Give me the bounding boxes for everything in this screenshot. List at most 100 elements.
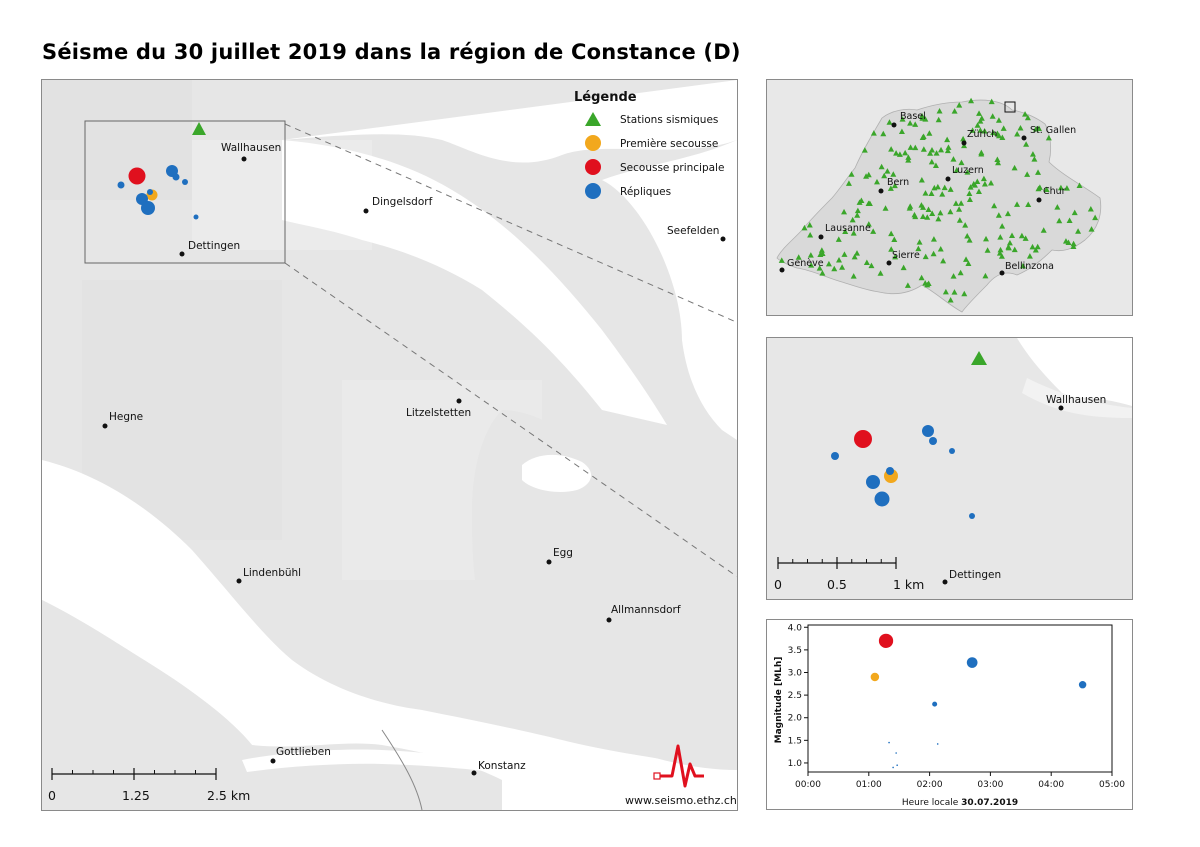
aftershock-marker[interactable] bbox=[949, 448, 955, 454]
aftershock-marker[interactable] bbox=[172, 173, 180, 181]
station-marker bbox=[1087, 206, 1094, 212]
place-wallhausen: Wallhausen bbox=[221, 142, 281, 162]
x-tick-label: 05:00 bbox=[1099, 780, 1125, 790]
aftershock-marker[interactable] bbox=[182, 179, 188, 185]
city-label: Bellinzona bbox=[1005, 261, 1054, 272]
station-marker bbox=[1040, 227, 1047, 233]
x-tick-label: 02:00 bbox=[917, 780, 943, 790]
station-marker bbox=[868, 262, 875, 269]
seismic-station-marker[interactable] bbox=[971, 351, 987, 365]
x-tick-label: 03:00 bbox=[977, 780, 1003, 790]
legend-title: Légende bbox=[574, 90, 637, 105]
aftershock-marker[interactable] bbox=[193, 214, 199, 220]
city-label: Lausanne bbox=[825, 223, 871, 234]
station-marker bbox=[1025, 201, 1032, 208]
station-marker bbox=[938, 146, 945, 153]
place-label: Litzelstetten bbox=[406, 407, 471, 419]
chart-point[interactable] bbox=[1078, 680, 1087, 689]
station-marker bbox=[1005, 244, 1012, 250]
station-marker bbox=[1043, 186, 1050, 192]
aftershock-marker[interactable] bbox=[866, 475, 880, 489]
chart-point[interactable] bbox=[932, 701, 938, 707]
website-url[interactable]: www.seismo.ethz.ch bbox=[625, 794, 737, 807]
chart-point[interactable] bbox=[878, 633, 894, 648]
station-marker bbox=[865, 221, 872, 227]
chart-point[interactable] bbox=[966, 657, 978, 668]
chart-point[interactable] bbox=[895, 752, 897, 754]
station-marker bbox=[841, 208, 848, 215]
place-dingelsdorf: Dingelsdorf bbox=[363, 196, 433, 214]
station-marker bbox=[919, 112, 926, 119]
main-shock-marker[interactable] bbox=[128, 167, 146, 185]
aftershock-marker[interactable] bbox=[922, 425, 934, 437]
station-marker bbox=[1054, 204, 1061, 210]
station-marker bbox=[990, 129, 997, 136]
station-marker bbox=[1092, 214, 1099, 221]
station-marker bbox=[981, 128, 988, 134]
aftershock-marker[interactable] bbox=[969, 513, 975, 519]
station-marker bbox=[957, 269, 964, 276]
swiss-cities: Basel Zürich St. Gallen Bern Luzern Chur… bbox=[779, 111, 1076, 276]
station-marker bbox=[795, 254, 802, 260]
place-hegne: Hegne bbox=[102, 411, 143, 429]
chart-point[interactable] bbox=[888, 741, 890, 744]
chart-point[interactable] bbox=[936, 743, 939, 745]
chart-point[interactable] bbox=[870, 672, 880, 682]
main-shock-marker[interactable] bbox=[854, 430, 872, 448]
station-marker bbox=[927, 150, 934, 156]
station-marker bbox=[999, 223, 1006, 229]
rhine-right bbox=[502, 770, 737, 810]
station-marker bbox=[976, 110, 983, 116]
station-marker bbox=[916, 239, 923, 245]
station-marker bbox=[905, 154, 912, 160]
main-map[interactable]: Wallhausen Dingelsdorf Dettingen Seefeld… bbox=[41, 79, 738, 811]
station-marker bbox=[982, 272, 989, 279]
place-seefelden: Seefelden bbox=[667, 225, 726, 242]
switzerland-overview-map[interactable]: Basel Zürich St. Gallen Bern Luzern Chur… bbox=[766, 79, 1133, 316]
station-marker bbox=[960, 135, 967, 142]
y-tick-label: 1.0 bbox=[788, 759, 803, 769]
zoom-lake-shore bbox=[1022, 378, 1132, 418]
aftershock-marker[interactable] bbox=[117, 181, 125, 189]
inset-extent-box[interactable] bbox=[84, 120, 286, 264]
station-marker bbox=[900, 264, 907, 271]
chart-point[interactable] bbox=[896, 764, 898, 767]
station-marker bbox=[850, 230, 857, 236]
seismic-station-marker[interactable] bbox=[192, 122, 206, 135]
station-marker bbox=[925, 206, 932, 213]
station-marker bbox=[997, 234, 1004, 240]
station-marker bbox=[865, 200, 872, 207]
station-marker bbox=[888, 146, 895, 152]
lake-east-water bbox=[602, 140, 737, 440]
y-tick-label: 3.0 bbox=[788, 668, 803, 678]
aftershock-marker[interactable] bbox=[886, 467, 894, 475]
station-marker bbox=[848, 171, 855, 177]
place-lindenbuehl: Lindenbühl bbox=[236, 567, 301, 584]
chart-point[interactable] bbox=[892, 766, 894, 769]
station-marker bbox=[966, 237, 973, 243]
aftershock-marker[interactable] bbox=[831, 452, 839, 460]
border-line bbox=[381, 729, 423, 810]
zoom-inset-map[interactable]: Wallhausen Dettingen 0 0.5 1 km bbox=[766, 337, 1133, 600]
zoom-lake bbox=[1017, 338, 1132, 406]
station-marker bbox=[930, 250, 937, 257]
place-egg: Egg bbox=[546, 547, 573, 565]
aftershock-marker[interactable] bbox=[929, 437, 937, 445]
mainau-island bbox=[522, 454, 592, 492]
y-tick-label: 4.0 bbox=[788, 623, 803, 633]
station-marker bbox=[984, 247, 991, 253]
station-marker bbox=[963, 256, 970, 262]
scale-label: 0 bbox=[774, 577, 782, 592]
relief-patch bbox=[42, 80, 192, 200]
station-marker bbox=[842, 228, 849, 234]
aftershock-marker[interactable] bbox=[141, 201, 155, 215]
lake-ueberlingersee-north bbox=[282, 80, 737, 163]
station-marker bbox=[922, 253, 929, 260]
aftershock-marker[interactable] bbox=[874, 491, 890, 507]
station-marker bbox=[956, 217, 963, 223]
station-marker bbox=[962, 222, 969, 228]
station-marker bbox=[928, 158, 935, 165]
station-marker bbox=[940, 257, 947, 264]
station-marker bbox=[1070, 243, 1077, 249]
aftershock-marker[interactable] bbox=[147, 189, 153, 195]
